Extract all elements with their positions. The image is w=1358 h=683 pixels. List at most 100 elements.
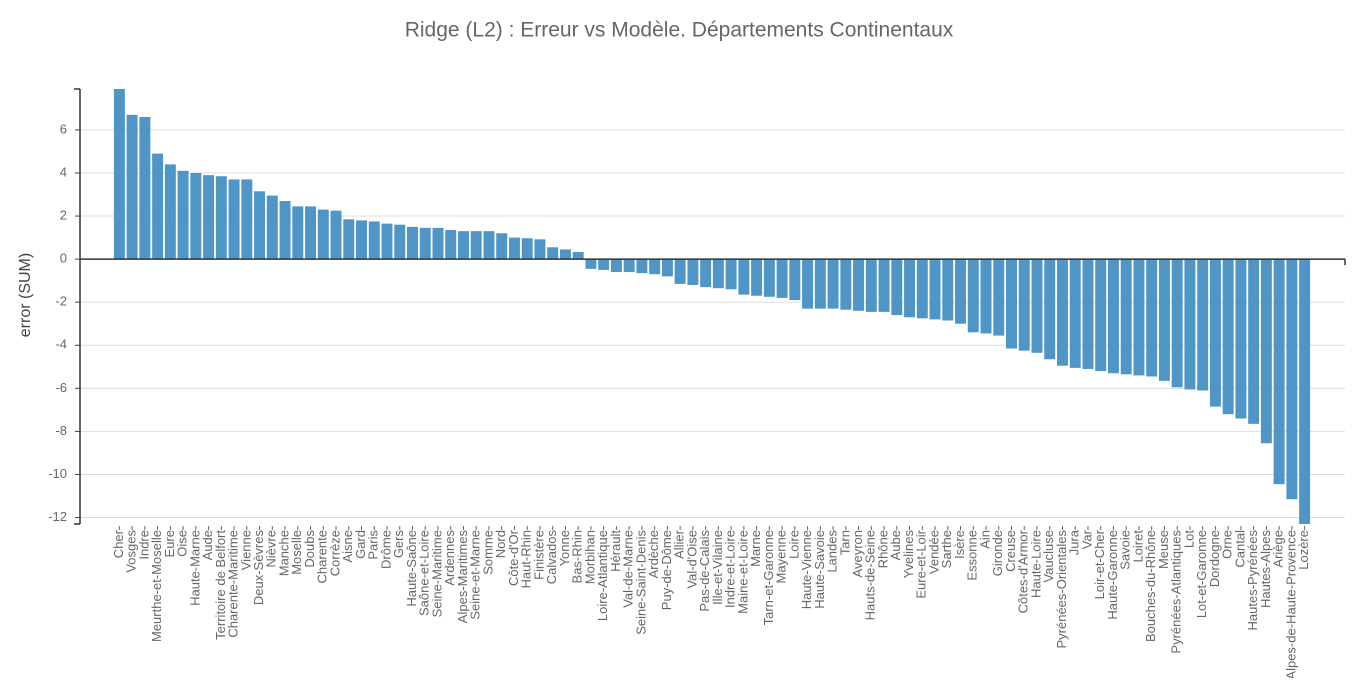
x-tick-label: Corrèze bbox=[327, 530, 342, 576]
x-tick-label: Indre bbox=[136, 530, 151, 560]
bar bbox=[559, 249, 571, 260]
x-tick-label: Eure bbox=[162, 530, 177, 557]
bar bbox=[712, 259, 724, 289]
bar bbox=[457, 231, 469, 260]
x-tick-label: Haute-Saône bbox=[404, 530, 419, 607]
bar bbox=[955, 259, 967, 324]
x-tick-label: Loire bbox=[786, 530, 801, 559]
x-tick-label: Charente-Maritime bbox=[226, 530, 241, 638]
x-tick-label: Bouches-du-Rhône bbox=[1143, 530, 1158, 642]
bar bbox=[916, 259, 928, 319]
bar bbox=[738, 259, 750, 295]
bar bbox=[572, 252, 584, 260]
x-tick-label: Maine-et-Loire bbox=[735, 530, 750, 614]
bar bbox=[1235, 259, 1247, 419]
bar bbox=[980, 259, 992, 334]
bar bbox=[598, 259, 610, 270]
bar bbox=[279, 200, 291, 260]
bar bbox=[1158, 259, 1170, 381]
bar bbox=[967, 259, 979, 333]
x-tick-label: Jura bbox=[1067, 529, 1082, 555]
bar bbox=[177, 170, 189, 260]
bar bbox=[356, 220, 368, 260]
y-tick-label: -4 bbox=[55, 337, 67, 352]
bar bbox=[1171, 259, 1183, 388]
x-tick-label: Landes bbox=[825, 530, 840, 573]
bar bbox=[1082, 259, 1094, 369]
x-tick-label: Tarn bbox=[837, 530, 852, 555]
x-tick-label: Savoie bbox=[1118, 530, 1133, 570]
x-tick-label: Territoire de Belfort bbox=[213, 530, 228, 640]
x-tick-label: Hautes-Alpes bbox=[1258, 530, 1273, 609]
bar bbox=[445, 230, 457, 260]
bar bbox=[993, 259, 1005, 336]
bar bbox=[1107, 259, 1119, 374]
bar bbox=[343, 219, 355, 260]
bar bbox=[1197, 259, 1209, 391]
bar bbox=[152, 153, 164, 260]
x-tick-label: Isère bbox=[952, 530, 967, 559]
bar bbox=[789, 259, 801, 301]
x-tick-label: Drôme bbox=[378, 530, 393, 569]
bar bbox=[126, 114, 138, 260]
x-tick-label: Ardennes bbox=[442, 530, 457, 586]
x-tick-label: Gard bbox=[353, 530, 368, 559]
x-tick-label: Loire-Atlantique bbox=[595, 530, 610, 621]
x-tick-label: Aveyron bbox=[850, 530, 865, 577]
y-tick-label: -8 bbox=[55, 423, 67, 438]
bar bbox=[394, 224, 406, 260]
y-tick-label: -2 bbox=[55, 294, 67, 309]
bar bbox=[534, 239, 546, 260]
x-tick-label: Finistère bbox=[531, 530, 546, 580]
x-tick-label: Vienne bbox=[238, 530, 253, 570]
x-tick-label: Val-de-Marne bbox=[621, 530, 636, 608]
bar bbox=[1299, 259, 1311, 524]
x-tick-label: Haut-Rhin bbox=[519, 530, 534, 589]
x-tick-label: Yvelines bbox=[901, 530, 916, 579]
x-tick-label: Var bbox=[1079, 529, 1094, 549]
bar bbox=[814, 259, 826, 309]
bar bbox=[827, 259, 839, 309]
x-tick-label: Haute-Marne bbox=[187, 530, 202, 606]
bar bbox=[1184, 259, 1196, 390]
x-tick-label: Aube bbox=[888, 530, 903, 560]
x-tick-label: Ille-et-Vilaine bbox=[710, 530, 725, 605]
x-tick-label: Creuse bbox=[1003, 530, 1018, 572]
x-tick-label: Orne bbox=[1220, 530, 1235, 559]
bar bbox=[203, 175, 215, 260]
bar bbox=[878, 259, 890, 312]
bar bbox=[776, 259, 788, 298]
x-tick-label: Nièvre bbox=[264, 530, 279, 568]
bar bbox=[139, 116, 151, 260]
bar bbox=[1044, 259, 1056, 360]
bar bbox=[585, 259, 597, 269]
x-tick-label: Dordogne bbox=[1207, 530, 1222, 587]
bar bbox=[330, 210, 342, 260]
x-tick-label: Charente bbox=[315, 530, 330, 583]
x-tick-label: Nord bbox=[493, 530, 508, 558]
x-tick-label: Puy-de-Dôme bbox=[659, 530, 674, 610]
x-tick-label: Meuse bbox=[1156, 530, 1171, 569]
x-tick-label: Pyrénées-Atlantiques bbox=[1169, 530, 1184, 654]
x-tick-label: Aude bbox=[200, 530, 215, 560]
bar bbox=[254, 191, 266, 260]
x-tick-label: Seine-Maritime bbox=[429, 530, 444, 617]
x-tick-label: Lot bbox=[1181, 530, 1196, 548]
bar bbox=[1286, 259, 1298, 500]
y-tick-label: -10 bbox=[48, 466, 67, 481]
bar bbox=[1120, 259, 1132, 375]
x-tick-label: Yonne bbox=[557, 530, 572, 566]
bar bbox=[904, 259, 916, 318]
bar bbox=[1006, 259, 1017, 349]
bar bbox=[700, 259, 712, 288]
bar bbox=[1209, 259, 1221, 407]
bar bbox=[1018, 259, 1030, 351]
bar bbox=[1069, 259, 1081, 368]
bar bbox=[266, 195, 278, 260]
bar bbox=[1222, 259, 1234, 415]
bar bbox=[292, 206, 304, 260]
x-tick-label: Saône-et-Loire bbox=[417, 530, 432, 616]
y-tick-label: 6 bbox=[60, 121, 67, 136]
x-tick-label: Pas-de-Calais bbox=[697, 530, 712, 612]
